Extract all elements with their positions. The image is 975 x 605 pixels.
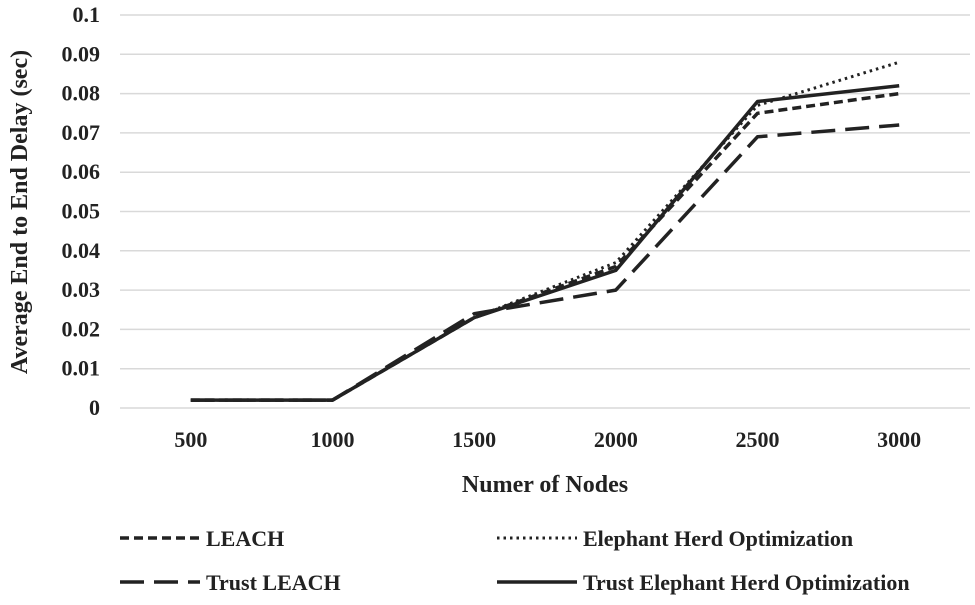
x-tick-label: 2500 [736, 427, 780, 452]
series-line-0 [190, 91, 900, 402]
y-tick-label: 0.08 [62, 81, 101, 106]
y-tick-label: 0.06 [62, 159, 101, 184]
x-tick-label: 2000 [594, 427, 638, 452]
x-tick-label: 3000 [877, 427, 921, 452]
y-tick-label: 0.03 [62, 277, 101, 302]
x-tick-label: 500 [174, 427, 207, 452]
gridlines [120, 14, 970, 409]
x-tick-label: 1000 [311, 427, 355, 452]
series-line-1 [190, 60, 900, 402]
series-lines [190, 60, 900, 402]
y-tick-labels: 0 0.01 0.02 0.03 0.04 0.05 0.06 0.07 0.08 0.09 0.1 [62, 2, 101, 420]
y-tick-label: 0.1 [73, 2, 101, 27]
x-axis-title: Numer of Nodes [462, 472, 628, 498]
legend-label: Trust Elephant Herd Optimization [583, 570, 910, 595]
y-axis-title: Average End to End Delay (sec) [7, 50, 33, 374]
x-tick-labels: 500 1000 1500 2000 2500 3000 [174, 427, 921, 452]
legend-label: Elephant Herd Optimization [583, 526, 853, 551]
series-line-2 [190, 123, 900, 402]
y-tick-label: 0.01 [62, 356, 101, 381]
y-tick-label: 0.07 [62, 120, 101, 145]
y-tick-label: 0.02 [62, 316, 101, 341]
y-tick-label: 0.04 [62, 238, 101, 263]
legend-label: LEACH [206, 526, 284, 551]
series-line-3 [190, 83, 900, 402]
legend: LEACH Elephant Herd Optimization Trust LEA… [120, 526, 910, 595]
y-tick-label: 0.09 [62, 41, 101, 66]
legend-label: Trust LEACH [206, 570, 341, 595]
y-tick-label: 0.05 [62, 199, 101, 224]
y-tick-label: 0 [89, 395, 100, 420]
x-tick-label: 1500 [452, 427, 496, 452]
